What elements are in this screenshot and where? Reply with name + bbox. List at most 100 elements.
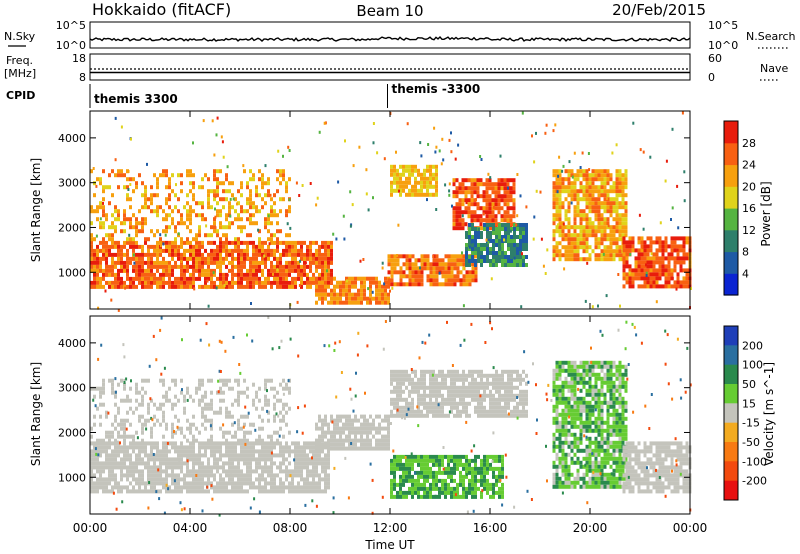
- heatmap-cell: [372, 280, 375, 285]
- heatmap-cell: [615, 185, 619, 190]
- heatmap-cell: [423, 373, 426, 378]
- heatmap-cell: [381, 434, 384, 439]
- heatmap-cell: [135, 430, 138, 435]
- heatmap-cell: [453, 278, 457, 283]
- heatmap-cell: [204, 390, 207, 395]
- heatmap-cell: [432, 470, 435, 475]
- heatmap-cell: [261, 453, 264, 458]
- heatmap-cell: [435, 409, 438, 414]
- heatmap-cell: [114, 116, 117, 120]
- heatmap-cell: [621, 217, 625, 222]
- heatmap-cell: [141, 398, 144, 403]
- heatmap-cell: [117, 240, 120, 245]
- heatmap-cell: [237, 264, 240, 269]
- heatmap-cell: [231, 264, 234, 269]
- heatmap-cell: [192, 193, 195, 198]
- heatmap-cell: [646, 276, 650, 281]
- heatmap-cell: [270, 237, 273, 242]
- heatmap-cell: [417, 180, 420, 185]
- heatmap-cell: [207, 276, 210, 281]
- heatmap-cell: [132, 244, 135, 249]
- heatmap-cell: [673, 284, 677, 289]
- heatmap-cell: [198, 461, 201, 466]
- heatmap-cell: [625, 264, 629, 269]
- heatmap-cell: [216, 449, 219, 454]
- heatmap-cell: [396, 401, 399, 406]
- heatmap-cell: [552, 129, 555, 133]
- heatmap-cell: [438, 462, 441, 467]
- heatmap-cell: [270, 284, 273, 289]
- heatmap-cell: [132, 461, 135, 466]
- heatmap-cell: [470, 178, 474, 183]
- heatmap-cell: [192, 237, 195, 242]
- heatmap-cell: [309, 473, 312, 478]
- heatmap-cell: [204, 284, 207, 289]
- heatmap-cell: [453, 266, 457, 271]
- heatmap-cell: [628, 240, 632, 245]
- heatmap-cell: [414, 188, 417, 193]
- heatmap-cell: [111, 422, 114, 427]
- heatmap-cell: [378, 300, 381, 305]
- heatmap-cell: [399, 385, 402, 390]
- heatmap-cell: [399, 192, 402, 197]
- heatmap-cell: [264, 217, 267, 222]
- heatmap-cell: [171, 189, 174, 194]
- heatmap-cell: [111, 461, 114, 466]
- heatmap-cell: [346, 279, 348, 283]
- heatmap-cell: [576, 201, 580, 206]
- heatmap-cell: [201, 201, 204, 206]
- heatmap-cell: [588, 233, 592, 238]
- heatmap-cell: [579, 166, 582, 169]
- heatmap-cell: [471, 278, 475, 283]
- heatmap-cell: [282, 197, 285, 202]
- heatmap-cell: [354, 426, 357, 431]
- heatmap-cell: [270, 465, 273, 470]
- heatmap-cell: [102, 252, 105, 257]
- heatmap-cell: [120, 461, 123, 466]
- heatmap-cell: [126, 449, 129, 454]
- heatmap-cell: [243, 461, 246, 466]
- heatmap-cell: [497, 198, 501, 203]
- heatmap-cell: [180, 240, 183, 245]
- heatmap-cell: [591, 177, 595, 182]
- heatmap-cell: [516, 247, 519, 251]
- heatmap-cell: [618, 177, 622, 182]
- heatmap-cell: [480, 470, 483, 475]
- heatmap-cell: [144, 240, 147, 245]
- heatmap-cell: [135, 276, 138, 281]
- heatmap-cell: [207, 441, 210, 446]
- heatmap-cell: [480, 263, 483, 267]
- heatmap-cell: [135, 406, 138, 411]
- heatmap-cell: [189, 276, 192, 281]
- heatmap-cell: [201, 205, 204, 210]
- heatmap-cell: [237, 240, 240, 245]
- heatmap-cell: [96, 205, 99, 210]
- heatmap-cell: [390, 397, 393, 402]
- heatmap-cell: [591, 189, 595, 194]
- heatmap-cell: [96, 386, 99, 391]
- heatmap-cell: [634, 256, 638, 261]
- heatmap-cell: [120, 434, 123, 439]
- heatmap-cell: [444, 274, 448, 279]
- heatmap-cell: [285, 422, 288, 427]
- heatmap-cell: [624, 181, 628, 186]
- heatmap-cell: [180, 268, 183, 273]
- heatmap-cell: [147, 469, 150, 474]
- heatmap-cell: [618, 173, 622, 178]
- heatmap-cell: [156, 441, 159, 446]
- heatmap-cell: [597, 217, 601, 222]
- heatmap-cell: [102, 197, 105, 202]
- heatmap-cell: [249, 430, 252, 435]
- heatmap-cell: [204, 272, 207, 277]
- heatmap-cell: [465, 278, 469, 283]
- heatmap-cell: [619, 304, 621, 308]
- heatmap-cell: [640, 260, 644, 265]
- heatmap-cell: [243, 457, 246, 462]
- heatmap-cell: [147, 197, 150, 202]
- heatmap-cell: [186, 169, 189, 174]
- heatmap-cell: [273, 193, 276, 198]
- heatmap-cell: [249, 264, 252, 269]
- heatmap-cell: [335, 237, 338, 241]
- heatmap-cell: [95, 234, 98, 238]
- heatmap-cell: [228, 465, 231, 470]
